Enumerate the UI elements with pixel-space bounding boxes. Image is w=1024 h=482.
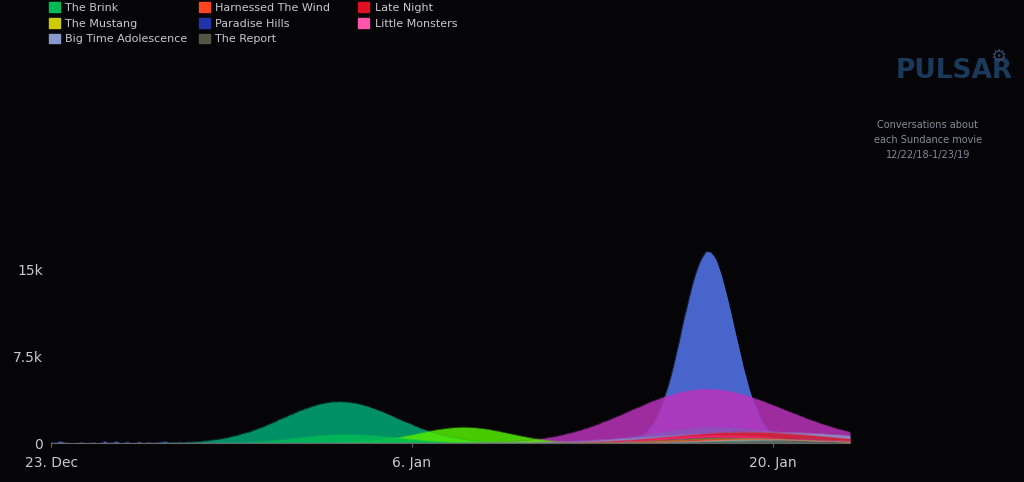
Text: PULSAR: PULSAR [896, 58, 1013, 84]
Text: Conversations about
each Sundance movie
12/22/18-1/23/19: Conversations about each Sundance movie … [873, 120, 982, 160]
Text: ⚙: ⚙ [990, 48, 1007, 66]
Legend: Extremely Wicked, Velvet Buzzsaw, Last Black Man In SF, The Souvenir, The Brink,: Extremely Wicked, Velvet Buzzsaw, Last B… [49, 0, 479, 44]
